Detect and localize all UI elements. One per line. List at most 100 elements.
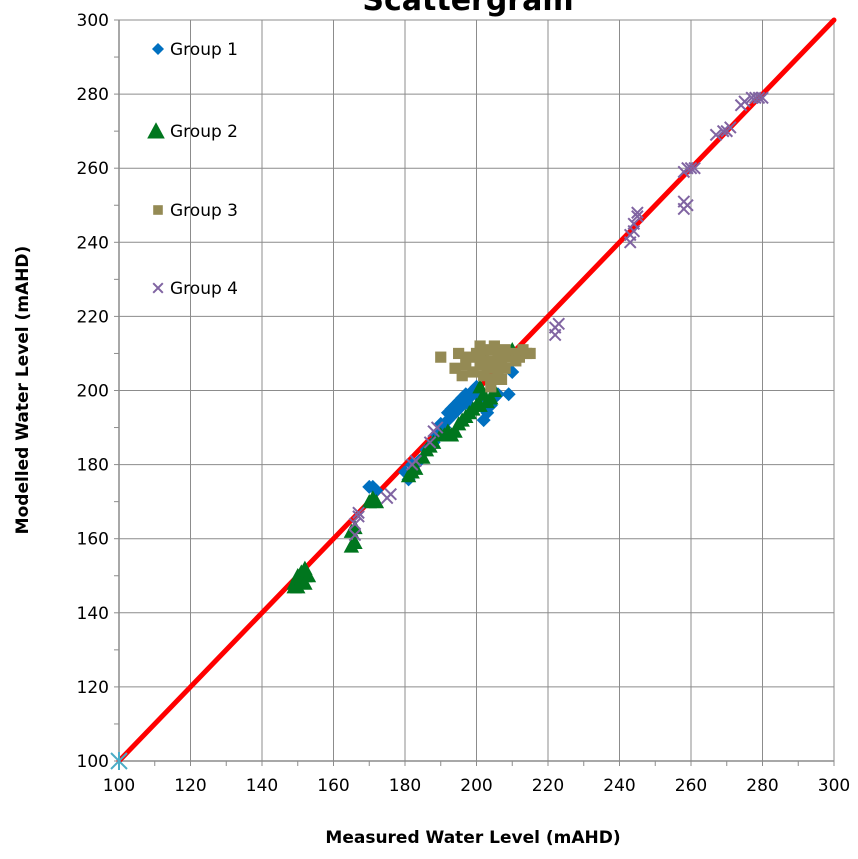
data-point [478,370,490,382]
y-tick-label: 280 [77,85,109,105]
y-tick-label: 180 [77,456,109,476]
x-tick-label: 260 [675,776,707,796]
data-point [552,317,566,331]
data-point [524,347,536,360]
data-point [352,510,365,523]
data-point [688,161,701,175]
series-3 [435,340,536,393]
legend: Group 1 Group 2 Group 3 Group 4 [147,40,238,299]
data-point [474,340,486,352]
legend-marker [152,282,164,294]
y-axis-title: Modelled Water Level (mAHD) [13,246,33,535]
data-point [495,355,508,367]
data-point [474,358,486,371]
legend-label: Group 3 [170,201,238,221]
x-tick-label: 200 [460,776,492,796]
data-point [485,381,497,393]
legend-label: Group 2 [170,122,238,142]
y-tick-label: 100 [77,752,109,772]
data-point [488,358,500,371]
x-tick-label: 300 [818,776,850,796]
x-tick-label: 240 [603,776,635,796]
data-point [495,373,508,385]
x-tick-label: 220 [532,776,564,796]
x-tick-label: 160 [317,776,349,796]
legend-label: Group 1 [170,40,238,60]
data-point [435,351,447,363]
chart-title: Scattergram [362,0,573,18]
x-tick-label: 180 [389,776,421,796]
legend-marker [153,205,163,215]
x-axis-title: Measured Water Level (mAHD) [325,828,620,848]
data-point [290,579,306,594]
data-point [348,528,362,542]
data-point [492,366,504,378]
data-point [463,351,475,363]
data-point [485,373,497,385]
data-point [368,493,385,509]
data-point [470,347,483,360]
data-point [481,344,493,356]
data-point [631,210,644,223]
origin-marker [110,752,128,770]
data-point [453,347,465,360]
y-tick-label: 260 [77,159,109,179]
data-points [286,91,769,594]
data-point [501,387,516,402]
x-tick-label: 140 [246,776,278,796]
data-point [423,436,437,449]
data-point [513,351,525,363]
data-point [472,397,488,412]
data-point [684,161,698,175]
legend-marker [152,43,164,55]
data-point [478,351,490,363]
y-tick-label: 140 [77,604,109,624]
data-point [681,198,694,212]
data-point [724,121,737,134]
data-point [348,517,362,531]
x-tick-label: 120 [174,776,206,796]
x-tick-label: 100 [103,776,135,796]
axes: 100 120 140 160 180 200 220 240 260 280 300 100 120 1… [77,11,851,796]
data-point [499,362,511,374]
data-point [631,206,644,219]
data-point [415,449,431,464]
y-tick-label: 120 [77,678,109,698]
data-point [492,347,504,360]
data-point [752,91,766,105]
series-4 [348,91,769,542]
data-point [499,344,511,356]
data-point [297,575,313,590]
y-tick-label: 160 [77,530,109,550]
data-point [430,421,444,434]
data-point [627,217,641,231]
data-point [709,128,723,142]
y-tick-label: 200 [77,382,109,402]
data-point [409,454,423,468]
data-point [756,91,769,105]
y-tick-label: 240 [77,233,109,253]
data-point [488,340,500,352]
data-point [447,423,463,438]
data-point [506,347,518,360]
y-tick-label: 300 [77,11,109,31]
data-point [449,362,461,374]
data-point [384,487,398,501]
legend-label: Group 4 [170,279,238,299]
y-tick-label: 220 [77,307,109,327]
data-point [481,362,493,374]
data-point [425,434,442,449]
data-point [483,390,499,405]
legend-marker [147,122,165,139]
data-point [347,534,363,549]
x-tick-label: 280 [746,776,778,796]
data-point [352,506,365,520]
data-point [467,366,479,378]
data-point [738,95,751,108]
series-2 [286,342,520,594]
data-point [716,124,730,138]
data-point [456,370,468,382]
data-point [460,358,472,371]
